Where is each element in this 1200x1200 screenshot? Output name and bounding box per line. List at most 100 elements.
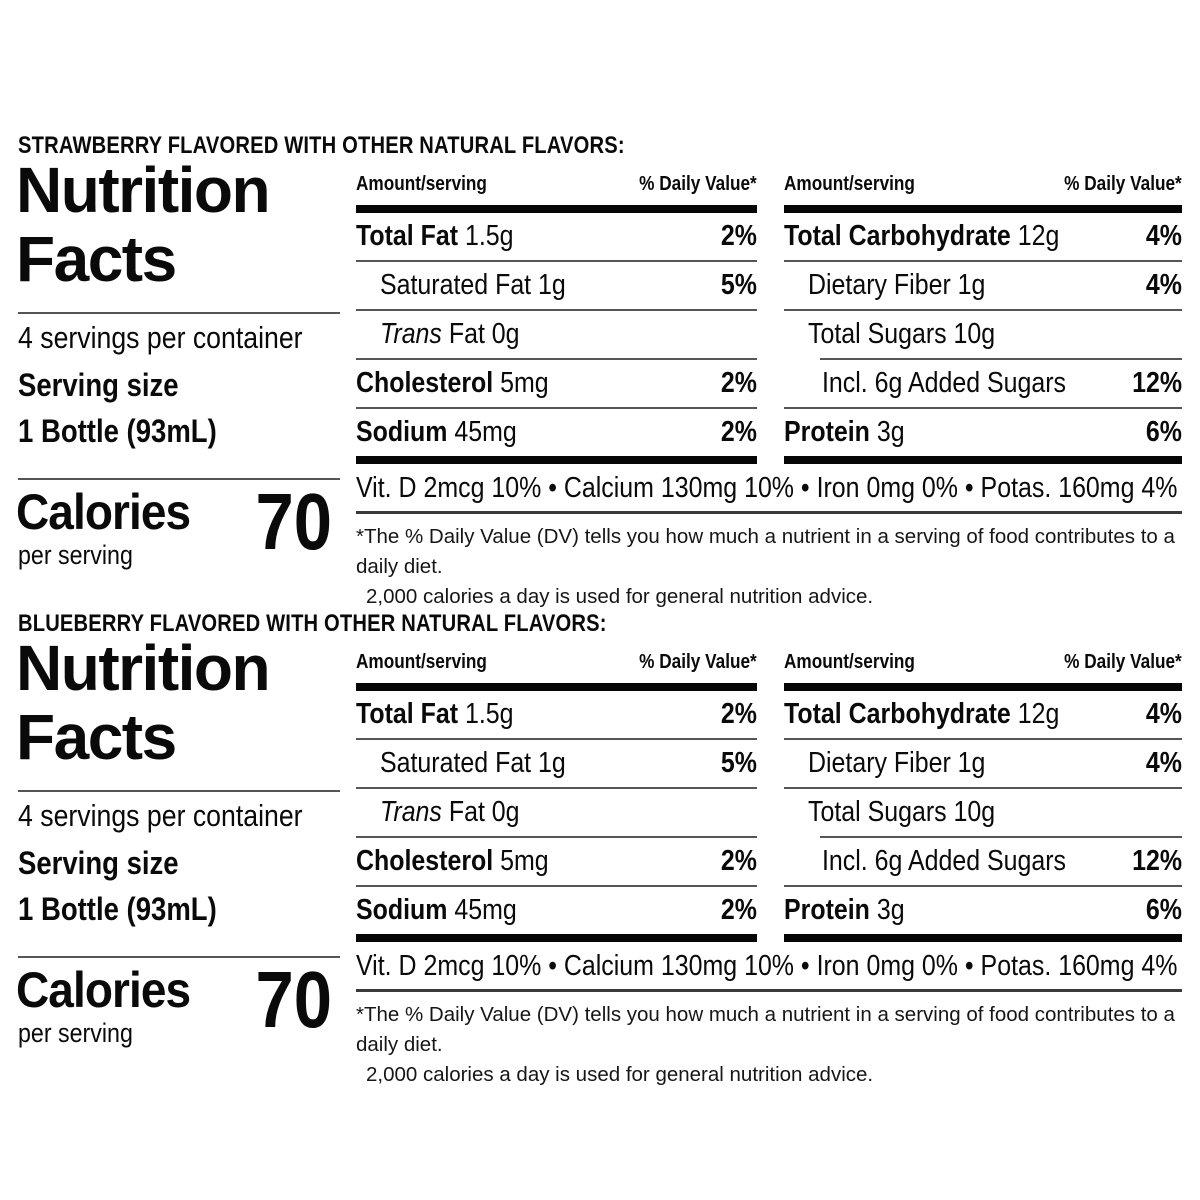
nutrition-panel: STRAWBERRY FLAVORED WITH OTHER NATURAL F… (0, 132, 1200, 612)
nutrient-name: Cholesterol 5mg (356, 367, 549, 400)
nutrient-name: Dietary Fiber 1g (808, 747, 985, 780)
nutrient-column-fat: Amount/serving % Daily Value* Total Fat 1.… (356, 170, 757, 464)
serving-size-value-text: 1 Bottle (93mL) (18, 891, 217, 927)
nutrient-name: Total Carbohydrate 12g (784, 220, 1059, 253)
nutrient-row: Trans Fat 0g (356, 311, 757, 358)
nutrient-name-part: Fat 0g (441, 796, 520, 828)
daily-value-percent: 4% (1145, 220, 1182, 252)
nutrient-name-part: Total Carbohydrate (784, 698, 1011, 730)
serving-size-value: 1 Bottle (93mL) (18, 413, 249, 450)
serving-size-label-text: Serving size (18, 367, 179, 403)
nutrient-name: Incl. 6g Added Sugars (822, 367, 1066, 400)
nutrient-row: Incl. 6g Added Sugars 12% (784, 838, 1182, 885)
nutrient-row: Sodium 45mg 2% (356, 887, 757, 934)
amount-serving-header: Amount/serving (356, 651, 487, 673)
nutrient-name-part: Saturated Fat 1g (380, 269, 566, 301)
daily-value-header: % Daily Value* (1064, 651, 1182, 673)
nutrient-name: Total Carbohydrate 12g (784, 698, 1059, 731)
nutrient-name: Sodium 45mg (356, 894, 517, 927)
nutrient-row: Total Sugars 10g (784, 789, 1182, 836)
calories-sublabel: per serving (18, 1018, 152, 1048)
nutrient-column-fat: Amount/serving % Daily Value* Total Fat 1.… (356, 648, 757, 942)
thick-bar (784, 683, 1182, 691)
daily-value-percent: 2% (720, 894, 757, 926)
footnote-line-2: 2,000 calories a day is used for general… (366, 585, 874, 608)
footnote-line-1: *The % Daily Value (DV) tells you how mu… (356, 525, 1175, 578)
thick-bar (784, 456, 1182, 464)
nutrient-name-part: Incl. 6g Added Sugars (822, 367, 1067, 399)
calories-divider (18, 956, 340, 958)
flavor-header-text: STRAWBERRY FLAVORED WITH OTHER NATURAL F… (18, 132, 625, 159)
nutrition-facts-title: Nutrition Facts (16, 634, 271, 772)
nutrient-name: Protein 3g (784, 894, 905, 927)
micronutrient-text: Vit. D 2mcg 10% • Calcium 130mg 10% • Ir… (356, 472, 1178, 504)
row-divider (356, 738, 757, 740)
daily-value-footnote: *The % Daily Value (DV) tells you how mu… (356, 1000, 1182, 1090)
row-divider (356, 885, 757, 887)
thick-bar (784, 205, 1182, 213)
nutrient-name: Incl. 6g Added Sugars (822, 845, 1066, 878)
nutrient-name-part: Protein (784, 894, 870, 926)
nutrient-name-part: 12g (1010, 220, 1060, 252)
daily-value-percent: 6% (1145, 894, 1182, 926)
row-divider (820, 358, 1182, 360)
nutrient-name-part: Incl. 6g Added Sugars (822, 845, 1067, 877)
nutrient-row: Incl. 6g Added Sugars 12% (784, 360, 1182, 407)
servings-text: 4 servings per container (18, 320, 303, 355)
nutrient-name-part: 1.5g (458, 220, 514, 252)
nutrient-name-part: Total Sugars 10g (808, 318, 996, 350)
nutrient-row: Dietary Fiber 1g 4% (784, 740, 1182, 787)
daily-value-percent: 4% (1145, 698, 1182, 730)
serving-size-label: Serving size (18, 845, 205, 882)
amount-serving-header: Amount/serving (356, 173, 487, 195)
nutrient-row: Total Carbohydrate 12g 4% (784, 213, 1182, 260)
flavor-header-text: BLUEBERRY FLAVORED WITH OTHER NATURAL FL… (18, 610, 607, 637)
column-header-row: Amount/serving % Daily Value* (784, 170, 1182, 196)
nutrition-facts-title: Nutrition Facts (16, 156, 271, 295)
nutrient-name: Total Sugars 10g (808, 318, 995, 351)
daily-value-percent: 12% (1132, 367, 1182, 399)
calories-sublabel: per serving (18, 540, 152, 570)
daily-value-percent: 2% (720, 845, 757, 877)
nutrient-name-part: Sodium (356, 416, 448, 448)
nutrient-row: Trans Fat 0g (356, 789, 757, 836)
nutrient-row: Cholesterol 5mg 2% (356, 838, 757, 885)
nutrient-name-part: 3g (869, 416, 905, 448)
micronutrient-line: Vit. D 2mcg 10% • Calcium 130mg 10% • Ir… (356, 472, 1182, 505)
daily-value-header: % Daily Value* (639, 651, 757, 673)
daily-value-percent: 4% (1145, 747, 1182, 779)
nutrient-row: Dietary Fiber 1g 4% (784, 262, 1182, 309)
nutrient-name: Trans Fat 0g (380, 318, 520, 351)
title-divider (18, 312, 340, 314)
flavor-header: STRAWBERRY FLAVORED WITH OTHER NATURAL F… (18, 132, 740, 160)
column-header-row: Amount/serving % Daily Value* (356, 170, 757, 196)
serving-size-value-text: 1 Bottle (93mL) (18, 413, 217, 449)
title-line-2: Facts (16, 223, 177, 295)
row-divider (356, 836, 757, 838)
nutrient-row: Total Sugars 10g (784, 311, 1182, 358)
thick-bar (784, 934, 1182, 942)
calories-label-text: Calories (16, 962, 191, 1018)
nutrition-panel: BLUEBERRY FLAVORED WITH OTHER NATURAL FL… (0, 610, 1200, 1090)
thick-bar (356, 934, 757, 942)
nutrient-name-part: 45mg (447, 894, 517, 926)
nutrient-column-carb: Amount/serving % Daily Value* Total Carboh… (784, 648, 1182, 942)
footnote-line-2: 2,000 calories a day is used for general… (366, 1063, 874, 1086)
nutrient-row: Saturated Fat 1g 5% (356, 740, 757, 787)
calories-sublabel-text: per serving (18, 540, 133, 570)
thick-bar (356, 205, 757, 213)
calories-label-text: Calories (16, 484, 191, 540)
nutrient-name-part: 3g (869, 894, 905, 926)
row-divider (784, 309, 1182, 311)
nutrient-name-part: Sodium (356, 894, 448, 926)
daily-value-percent: 2% (720, 367, 757, 399)
nutrient-row: Sodium 45mg 2% (356, 409, 757, 456)
row-divider (784, 885, 1182, 887)
nutrient-name: Total Sugars 10g (808, 796, 995, 829)
micronutrient-line: Vit. D 2mcg 10% • Calcium 130mg 10% • Ir… (356, 950, 1182, 983)
daily-value-percent: 12% (1132, 845, 1182, 877)
row-divider (356, 407, 757, 409)
row-divider (784, 260, 1182, 262)
amount-serving-header: Amount/serving (784, 651, 915, 673)
